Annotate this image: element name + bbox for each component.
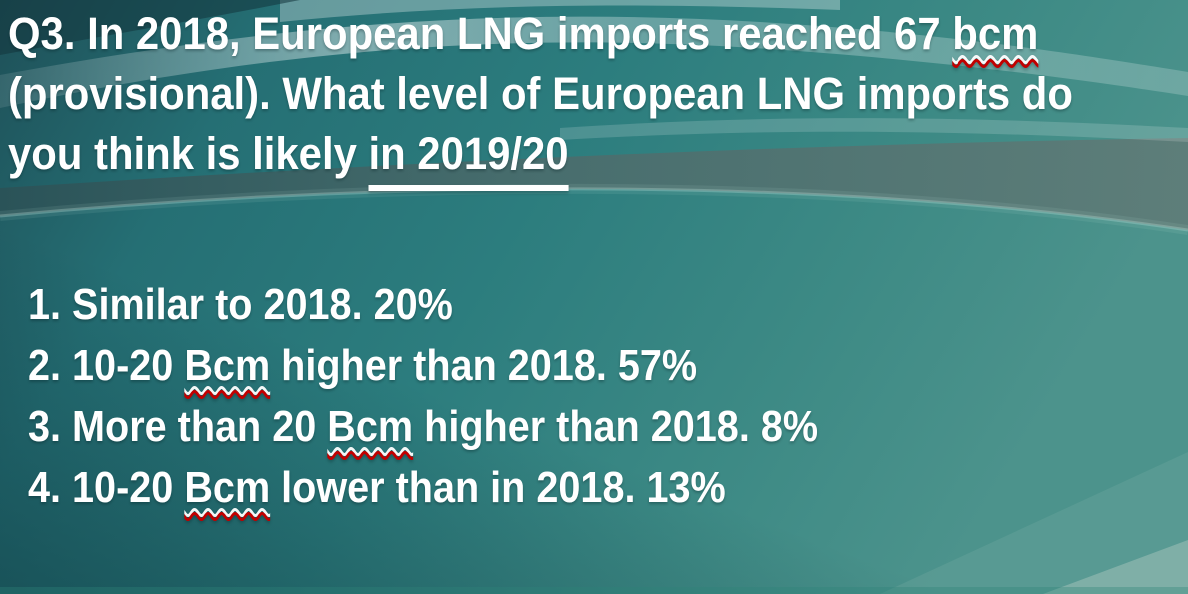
misspelled-word: Bcm xyxy=(327,402,413,451)
text-segment: lower than in 2018. 13% xyxy=(270,463,726,512)
question-line: you think is likely in 2019/20 xyxy=(8,124,1073,184)
option-line: 2. 10-20 Bcm higher than 2018. 57% xyxy=(28,335,818,396)
option-line: 1. Similar to 2018. 20% xyxy=(28,274,818,335)
question-title: Q3. In 2018, European LNG imports reache… xyxy=(8,4,1073,184)
misspelled-word: bcm xyxy=(952,8,1038,59)
options-list: 1. Similar to 2018. 20% 2. 10-20 Bcm high… xyxy=(28,274,818,518)
text-segment: 3. More than 20 xyxy=(28,402,328,451)
text-segment: (provisional). What level of European LN… xyxy=(8,68,1073,119)
misspelled-word-text: bcm xyxy=(952,8,1039,59)
option-line: 4. 10-20 Bcm lower than in 2018. 13% xyxy=(28,457,818,518)
text-segment: you think is likely xyxy=(8,128,369,179)
misspelled-word-text: Bcm xyxy=(184,341,271,390)
misspelled-word-text: Bcm xyxy=(184,463,271,512)
misspelled-word: Bcm xyxy=(184,341,270,390)
text-segment: higher than 2018. 8% xyxy=(413,402,819,451)
question-line: (provisional). What level of European LN… xyxy=(8,64,1073,124)
text-segment: Q3. In 2018, European LNG imports reache… xyxy=(8,8,953,59)
underlined-text: in 2019/20 xyxy=(368,128,569,179)
question-line: Q3. In 2018, European LNG imports reache… xyxy=(8,4,1073,64)
text-segment: 4. 10-20 xyxy=(28,463,185,512)
text-segment: 2. 10-20 xyxy=(28,341,185,390)
option-line: 3. More than 20 Bcm higher than 2018. 8% xyxy=(28,396,818,457)
misspelled-word-text: Bcm xyxy=(327,402,414,451)
misspelled-word: Bcm xyxy=(184,463,270,512)
text-segment: higher than 2018. 57% xyxy=(270,341,698,390)
text-segment: 1. Similar to 2018. 20% xyxy=(28,280,453,329)
